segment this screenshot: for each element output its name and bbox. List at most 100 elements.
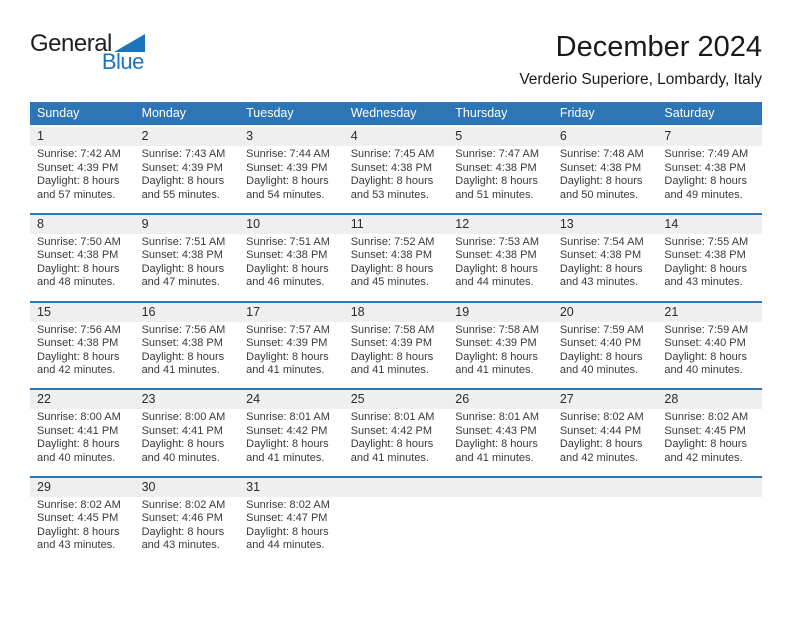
day-info-line: and 42 minutes.: [559, 451, 639, 464]
week-row: 8 9 10 11 12 13 14 Sunrise: 7:50 AM Sunset: 4:38…: [30, 213, 762, 301]
day-number: 28: [664, 392, 679, 407]
page-header: General Blue December 2024 Verderio Supe…: [30, 32, 762, 89]
day-info-line: and 41 minutes.: [246, 363, 325, 376]
day-info-line: Sunset: 4:38 PM: [350, 249, 433, 262]
calendar-body: 1 2 3 4 5 6 7 Sunrise: 7:42 AM Sunset: 4:39 PM Da…: [30, 127, 762, 563]
day-number: 15: [37, 304, 51, 319]
day-cell-info: Sunrise: 7:52 AM Sunset: 4:38 PM Daylight:…: [344, 234, 449, 290]
weekday-header-sunday: Sunday: [37, 106, 80, 121]
day-info-line: Daylight: 8 hours: [559, 175, 643, 188]
day-info-line: Sunrise: 7:58 AM: [455, 323, 540, 336]
day-info-row: Sunrise: 7:56 AM Sunset: 4:38 PM Daylight:…: [30, 322, 762, 389]
day-number: 16: [141, 304, 156, 319]
day-info-line: Sunrise: 8:02 AM: [37, 498, 121, 511]
weekday-header-row: Sunday Monday Tuesday Wednesday Thursday…: [30, 102, 762, 126]
day-info-line: Daylight: 8 hours: [350, 350, 434, 363]
day-info-line: Sunrise: 7:53 AM: [455, 236, 540, 249]
day-cell-info: Sunrise: 7:51 AM Sunset: 4:38 PM Daylight:…: [135, 234, 240, 290]
day-info-line: Daylight: 8 hours: [141, 525, 225, 538]
day-info-line: Sunset: 4:39 PM: [246, 337, 328, 350]
day-cell-info: Sunrise: 8:02 AM Sunset: 4:45 PM Daylight:…: [30, 497, 135, 553]
day-info-line: Daylight: 8 hours: [350, 262, 434, 275]
day-cell-info: Sunrise: 8:01 AM Sunset: 4:42 PM Daylight:…: [344, 409, 449, 465]
day-number: 25: [350, 392, 365, 407]
day-number: 20: [559, 304, 574, 319]
day-info-line: Sunrise: 7:49 AM: [664, 148, 749, 161]
day-cell-info: Sunrise: 7:42 AM Sunset: 4:39 PM Daylight:…: [30, 146, 135, 202]
day-info-line: and 43 minutes.: [141, 539, 220, 552]
day-number: 21: [664, 304, 679, 319]
day-cell-info: Sunrise: 7:56 AM Sunset: 4:38 PM Daylight:…: [30, 322, 135, 378]
day-info-line: Sunrise: 8:02 AM: [664, 411, 749, 424]
day-info-line: Sunset: 4:43 PM: [455, 424, 537, 437]
day-info-line: and 43 minutes.: [664, 276, 743, 289]
empty-day-cell: [657, 497, 762, 553]
day-info-line: Sunset: 4:38 PM: [664, 249, 746, 262]
day-cell-info: Sunrise: 7:58 AM Sunset: 4:39 PM Daylight:…: [344, 322, 449, 378]
calendar: Sunday Monday Tuesday Wednesday Thursday…: [30, 102, 762, 563]
day-number: 5: [455, 129, 463, 144]
day-info-line: and 55 minutes.: [141, 188, 220, 201]
day-cell-info: Sunrise: 7:59 AM Sunset: 4:40 PM Daylight:…: [553, 322, 658, 378]
day-number: 26: [455, 392, 470, 407]
weekday-header-saturday: Saturday: [664, 106, 715, 121]
day-info-line: Sunrise: 7:59 AM: [559, 323, 644, 336]
day-info-row: Sunrise: 8:02 AM Sunset: 4:45 PM Daylight:…: [30, 497, 762, 564]
day-info-line: Daylight: 8 hours: [37, 525, 120, 538]
day-info-line: and 40 minutes.: [559, 363, 639, 376]
day-info-line: Daylight: 8 hours: [246, 525, 329, 538]
day-info-row: Sunrise: 7:42 AM Sunset: 4:39 PM Daylight:…: [30, 146, 762, 213]
day-number-strip: 22 23 24 25 26 27 28: [30, 390, 762, 410]
day-cell-info: Sunrise: 7:53 AM Sunset: 4:38 PM Daylight:…: [448, 234, 553, 290]
day-info-line: Daylight: 8 hours: [350, 438, 434, 451]
general-blue-logo: General Blue: [30, 32, 145, 73]
day-info-line: Daylight: 8 hours: [141, 438, 225, 451]
day-info-line: Daylight: 8 hours: [141, 350, 225, 363]
day-info-line: Sunset: 4:38 PM: [455, 161, 537, 174]
day-info-line: Daylight: 8 hours: [559, 262, 643, 275]
day-info-line: Sunrise: 7:51 AM: [246, 236, 330, 249]
day-number: 13: [559, 217, 574, 232]
day-info-line: Sunset: 4:46 PM: [141, 512, 223, 525]
day-cell-info: Sunrise: 7:48 AM Sunset: 4:38 PM Daylight:…: [553, 146, 658, 202]
day-info-line: Sunset: 4:38 PM: [37, 249, 119, 262]
day-info-line: Sunrise: 7:55 AM: [664, 236, 749, 249]
day-info-row: Sunrise: 7:50 AM Sunset: 4:38 PM Daylight:…: [30, 234, 762, 301]
day-info-line: Sunset: 4:40 PM: [664, 337, 746, 350]
day-info-line: and 43 minutes.: [37, 539, 116, 552]
day-number: 12: [455, 217, 470, 232]
day-info-line: and 41 minutes.: [141, 363, 220, 376]
day-info-line: Sunrise: 8:01 AM: [350, 411, 435, 424]
day-info-line: Sunset: 4:45 PM: [37, 512, 119, 525]
day-info-line: Sunrise: 7:51 AM: [141, 236, 226, 249]
day-info-line: and 54 minutes.: [246, 188, 325, 201]
day-info-line: and 43 minutes.: [559, 276, 639, 289]
day-info-line: Sunrise: 7:58 AM: [350, 323, 435, 336]
day-info-line: Sunrise: 8:01 AM: [455, 411, 540, 424]
day-number-strip: 15 16 17 18 19 20 21: [30, 302, 762, 322]
day-info-line: Sunrise: 7:57 AM: [246, 323, 330, 336]
day-number: 7: [664, 129, 672, 144]
day-info-line: Sunset: 4:41 PM: [37, 424, 119, 437]
day-info-line: Sunset: 4:44 PM: [559, 424, 642, 437]
day-info-row: Sunrise: 8:00 AM Sunset: 4:41 PM Daylight:…: [30, 409, 762, 476]
day-info-line: and 47 minutes.: [141, 276, 220, 289]
day-number: 19: [455, 304, 470, 319]
day-cell-info: Sunrise: 8:01 AM Sunset: 4:43 PM Daylight:…: [448, 409, 553, 465]
day-number: 1: [37, 129, 44, 144]
day-info-line: and 41 minutes.: [350, 451, 429, 464]
day-info-line: Daylight: 8 hours: [455, 175, 538, 188]
day-info-line: Sunset: 4:39 PM: [37, 161, 119, 174]
day-info-line: Sunset: 4:40 PM: [559, 337, 642, 350]
day-number: 3: [246, 129, 254, 144]
day-info-line: and 57 minutes.: [37, 188, 116, 201]
day-info-line: and 41 minutes.: [350, 363, 429, 376]
weekday-header-tuesday: Tuesday: [246, 106, 294, 121]
weekday-header-monday: Monday: [141, 106, 187, 121]
day-info-line: and 40 minutes.: [37, 451, 116, 464]
day-info-line: Sunrise: 7:45 AM: [350, 148, 435, 161]
day-number: 18: [350, 304, 365, 319]
day-info-line: Sunset: 4:39 PM: [455, 337, 537, 350]
day-info-line: and 41 minutes.: [246, 451, 325, 464]
page-title: December 2024: [555, 31, 762, 63]
